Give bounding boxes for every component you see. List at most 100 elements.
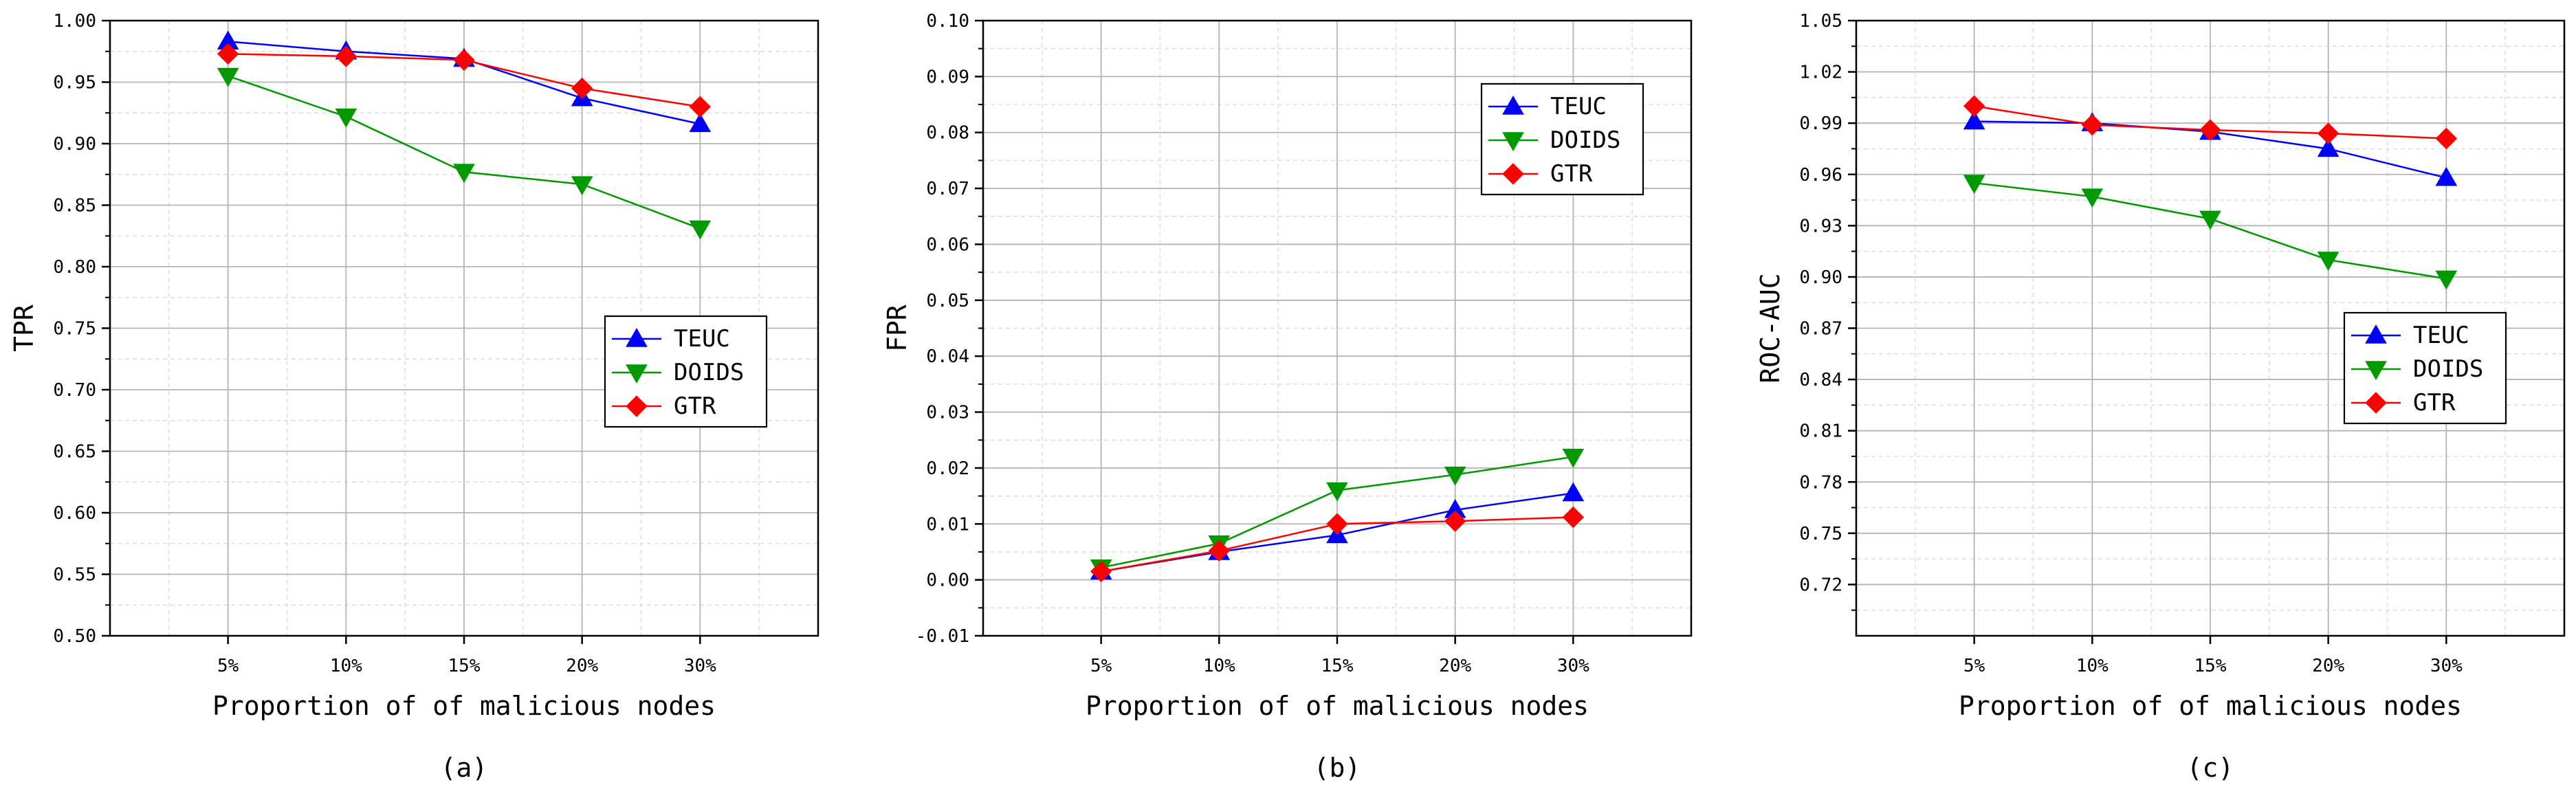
y-tick-label: 0.72 xyxy=(1799,575,1842,595)
y-tick-label: 0.99 xyxy=(1799,113,1842,134)
legend: TEUC DOIDS GTR xyxy=(1480,82,1644,196)
data-point-teuc xyxy=(2317,137,2340,157)
y-tick-label: 0.78 xyxy=(1799,472,1842,493)
data-point-teuc xyxy=(1562,482,1585,502)
y-tick-label: 1.05 xyxy=(1799,11,1842,32)
data-point-gtr xyxy=(2435,127,2458,150)
y-tick-label: 1.00 xyxy=(53,11,96,32)
y-tick-label: 0.04 xyxy=(926,346,969,367)
y-axis-label: ROC-AUC xyxy=(1755,273,1785,383)
data-point-doids xyxy=(217,67,239,87)
legend-marker-gtr xyxy=(2365,392,2387,414)
x-tick-label: 15% xyxy=(1321,656,1354,676)
legend: TEUC DOIDS GTR xyxy=(604,315,768,428)
data-point-gtr xyxy=(2199,119,2221,141)
legend-marker-doids xyxy=(626,364,648,384)
data-point-doids xyxy=(571,176,593,196)
panel-caption: (c) xyxy=(2187,753,2234,783)
data-point-gtr xyxy=(1208,540,1231,562)
y-tick-label: 0.90 xyxy=(1799,267,1842,288)
x-tick-label: 5% xyxy=(1963,656,1985,676)
x-tick-label: 10% xyxy=(1203,656,1235,676)
panel-caption: (b) xyxy=(1314,753,1361,783)
data-point-gtr xyxy=(2081,113,2104,136)
legend-label-gtr: GTR xyxy=(1550,160,1593,188)
y-tick-label: 0.85 xyxy=(53,196,96,217)
y-tick-label: 0.95 xyxy=(53,73,96,93)
y-axis-label: FPR xyxy=(882,304,912,352)
chart-panel-1: 0.50 0.55 0.60 0.65 0.70 0.75 0.80 0.85 0.90 0.95… xyxy=(9,11,819,783)
legend-marker-gtr xyxy=(1502,163,1524,185)
x-axis-label: Proportion of of malicious nodes xyxy=(1086,691,1589,721)
legend-marker-doids xyxy=(1502,132,1524,152)
legend-marker-teuc xyxy=(1502,95,1524,115)
y-tick-label: 0.93 xyxy=(1799,216,1842,236)
data-point-doids xyxy=(2081,188,2104,208)
y-tick-label: 0.60 xyxy=(53,503,96,524)
data-point-doids xyxy=(2435,270,2458,290)
y-tick-label: 0.80 xyxy=(53,257,96,278)
legend-label-teuc: TEUC xyxy=(2413,322,2469,349)
data-point-gtr xyxy=(335,45,357,67)
data-point-doids xyxy=(453,164,475,184)
y-tick-label: 0.02 xyxy=(926,458,969,479)
legend-label-teuc: TEUC xyxy=(674,325,730,353)
y-tick-label: 0.09 xyxy=(926,67,969,87)
y-tick-label: 0.75 xyxy=(53,319,96,340)
data-point-gtr xyxy=(571,77,593,100)
x-axis-label: Proportion of of malicious nodes xyxy=(212,691,716,721)
data-point-teuc xyxy=(1963,110,1985,130)
legend-label-doids: DOIDS xyxy=(2413,355,2483,383)
y-tick-label: 0.81 xyxy=(1799,421,1842,442)
legend-marker-teuc xyxy=(2365,324,2387,344)
data-point-gtr xyxy=(1562,506,1585,529)
data-point-teuc xyxy=(2435,166,2458,186)
data-point-doids xyxy=(335,108,357,128)
y-tick-label: 0.10 xyxy=(926,11,969,32)
y-tick-label: 0.50 xyxy=(53,626,96,647)
data-point-gtr xyxy=(1326,513,1348,535)
legend-marker-teuc xyxy=(626,327,648,347)
data-point-teuc xyxy=(689,113,712,133)
y-tick-label: 0.55 xyxy=(53,565,96,586)
x-tick-label: 15% xyxy=(2194,656,2227,676)
x-tick-label: 15% xyxy=(448,656,481,676)
legend: TEUC DOIDS GTR xyxy=(2343,311,2507,425)
legend-marker-doids xyxy=(2365,361,2387,381)
data-point-doids xyxy=(2317,252,2340,271)
y-tick-label: 0.87 xyxy=(1799,319,1842,340)
x-tick-label: 30% xyxy=(2430,656,2463,676)
x-tick-label: 20% xyxy=(566,656,598,676)
x-tick-label: 20% xyxy=(2312,656,2344,676)
y-tick-label: 0.70 xyxy=(53,380,96,401)
data-point-doids xyxy=(1326,482,1348,502)
y-tick-label: 0.08 xyxy=(926,123,969,144)
x-tick-label: 5% xyxy=(1090,656,1112,676)
x-tick-label: 10% xyxy=(2076,656,2109,676)
data-point-gtr xyxy=(217,43,239,65)
data-point-gtr xyxy=(1963,95,1985,118)
y-tick-label: 0.84 xyxy=(1799,370,1842,390)
data-point-doids xyxy=(689,220,712,240)
panel-caption: (a) xyxy=(441,753,488,783)
y-tick-label: 0.65 xyxy=(53,442,96,463)
data-point-gtr xyxy=(2317,122,2340,144)
legend-label-gtr: GTR xyxy=(2413,389,2456,417)
x-tick-label: 10% xyxy=(330,656,362,676)
y-tick-label: 0.01 xyxy=(926,514,969,535)
legend-label-doids: DOIDS xyxy=(1550,126,1620,154)
chart-panel-3: 0.72 0.75 0.78 0.81 0.84 0.87 0.90 0.93 0.96 0.99… xyxy=(1755,11,2566,783)
x-tick-label: 30% xyxy=(1557,656,1589,676)
data-point-gtr xyxy=(1090,560,1112,583)
y-tick-label: 0.06 xyxy=(926,234,969,255)
y-tick-label: 0.07 xyxy=(926,179,969,199)
y-tick-label: 0.03 xyxy=(926,403,969,423)
legend-label-gtr: GTR xyxy=(674,392,716,420)
data-point-gtr xyxy=(689,96,712,118)
legend-label-doids: DOIDS xyxy=(674,359,744,386)
x-tick-label: 20% xyxy=(1439,656,1471,676)
legend-label-teuc: TEUC xyxy=(1550,93,1607,120)
data-point-doids xyxy=(2199,210,2221,230)
y-axis-label: TPR xyxy=(9,304,39,352)
